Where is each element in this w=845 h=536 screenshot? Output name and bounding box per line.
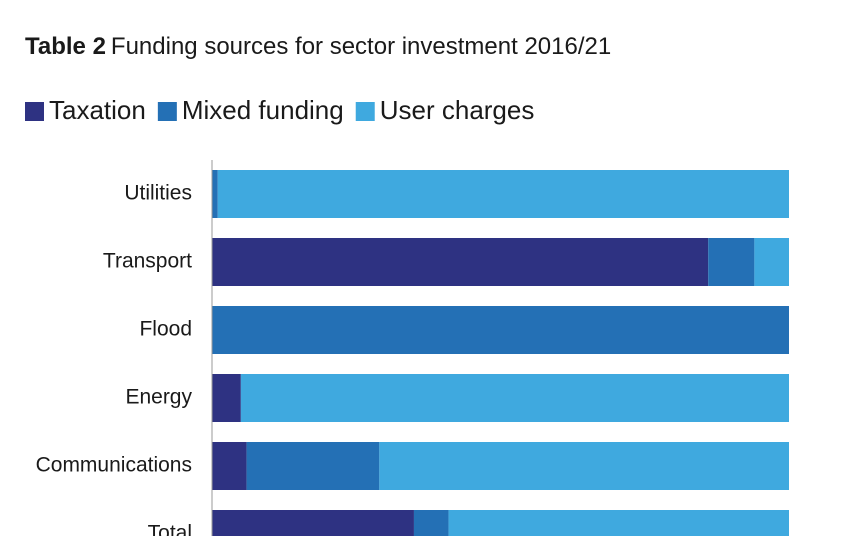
y-tick-label: Utilities (124, 182, 192, 205)
legend-swatch (157, 102, 177, 121)
bar-segment (212, 170, 218, 218)
y-tick-label: Transport (103, 250, 192, 273)
bar-segment (448, 510, 789, 536)
bar-segment (212, 510, 414, 536)
bar-segment (413, 510, 449, 536)
bar-segment (708, 238, 755, 286)
bar-segment (246, 442, 380, 490)
legend-label: Taxation (49, 95, 146, 125)
chart-title: Table 2 Funding sources for sector invest… (25, 33, 611, 60)
legend-label: Mixed funding (182, 95, 344, 125)
title-text: Funding sources for sector investment 20… (111, 33, 611, 60)
legend-swatch (355, 102, 375, 121)
bar-segment (212, 442, 247, 490)
bar-segment (754, 238, 789, 286)
legend-label: User charges (380, 95, 535, 125)
y-tick-label: Communications (36, 454, 192, 477)
y-tick-label: Energy (125, 386, 192, 409)
bar-segment (240, 374, 790, 422)
bar-segment (217, 170, 789, 218)
bar-segment (212, 374, 241, 422)
title-label: Table 2 (25, 33, 106, 60)
legend-swatch (25, 102, 44, 121)
bar-segment (212, 238, 709, 286)
bar-segment (379, 442, 789, 490)
y-tick-label: Total (148, 522, 192, 536)
bar-segment (212, 306, 789, 354)
y-tick-label: Flood (139, 318, 192, 341)
